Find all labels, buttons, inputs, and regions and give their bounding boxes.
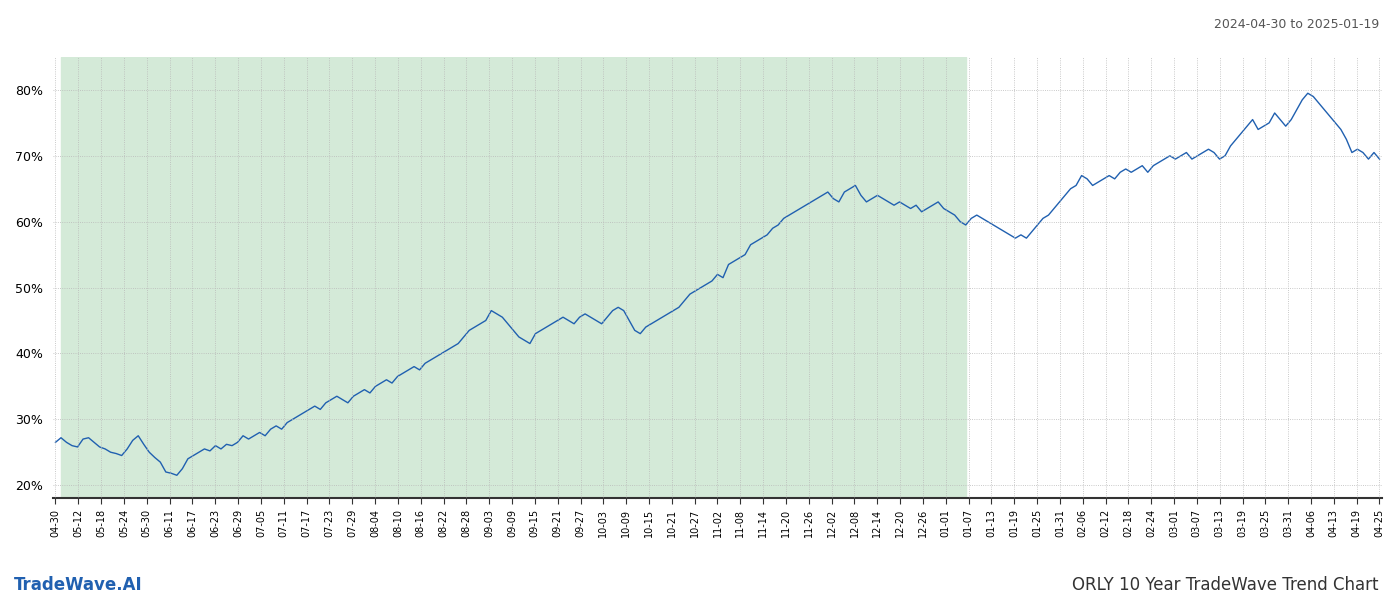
Bar	[62, 57, 966, 499]
Text: ORLY 10 Year TradeWave Trend Chart: ORLY 10 Year TradeWave Trend Chart	[1072, 576, 1379, 594]
Text: TradeWave.AI: TradeWave.AI	[14, 576, 143, 594]
Text: 2024-04-30 to 2025-01-19: 2024-04-30 to 2025-01-19	[1214, 18, 1379, 31]
